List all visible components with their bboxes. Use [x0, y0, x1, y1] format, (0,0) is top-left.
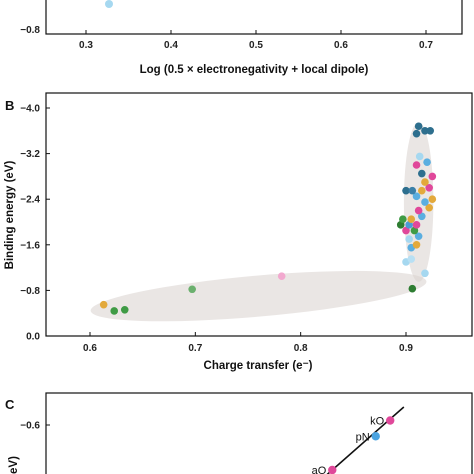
panel-b-xtick-label: 0.6 — [83, 343, 97, 354]
panel-b-ytick-label: −2.4 — [20, 195, 40, 206]
panel-a-xlabel: Log (0.5 × electronegativity + local dip… — [140, 64, 369, 76]
panel-b-point — [414, 122, 423, 131]
panel-b-ytick-label: −0.8 — [20, 286, 40, 297]
panel-c-frame — [45, 392, 473, 474]
panel-c-point-label: pN — [356, 431, 370, 443]
panel-b-point — [412, 129, 421, 138]
panel-b-ytick-label: 0.0 — [26, 332, 40, 343]
panel-b-point — [426, 127, 435, 135]
panel-c-point-label: kO — [370, 416, 385, 428]
panel-a-xtick-label: 0.6 — [334, 40, 348, 51]
panel-b-point — [428, 195, 437, 203]
panel-b-cluster-ellipse — [90, 270, 427, 322]
panel-b: B 0.0 −0.8 −1.6 −2.4 −3.2 −4.0 0.6 0.7 0.8 0.9 C… — [4, 92, 473, 372]
panel-b-xtick-label: 0.8 — [294, 343, 308, 354]
panel-a-xtick-label: 0.3 — [79, 40, 93, 51]
panel-b-point — [418, 169, 426, 178]
panel-a-xtick-label: 0.7 — [419, 40, 433, 51]
panel-b-point — [423, 158, 431, 166]
panel-b-xtick-label: 0.7 — [188, 343, 202, 354]
panel-b-point — [410, 226, 419, 235]
panel-c-point — [371, 432, 380, 441]
panel-c-ylabel: eV) — [8, 456, 20, 474]
panel-a-point — [105, 0, 113, 8]
panel-c-ytick-label: −0.6 — [20, 421, 40, 432]
panel-b-point — [405, 235, 413, 243]
panel-b-ytick-label: −1.6 — [20, 240, 40, 251]
panel-b-point — [412, 192, 421, 201]
panel-b-point — [412, 161, 421, 169]
panel-b-point — [110, 307, 119, 315]
panel-b-point — [414, 232, 423, 241]
panel-b-point — [425, 203, 433, 212]
panel-b-point — [421, 198, 429, 206]
panel-b-point — [418, 186, 426, 195]
panel-b-point — [425, 184, 433, 192]
panel-b-point — [414, 206, 423, 215]
panel-b-point — [412, 241, 421, 249]
panel-b-point — [421, 127, 429, 135]
panel-b-point — [407, 255, 416, 263]
panel-b-point — [408, 284, 417, 293]
panel-a: −0.8 0.3 0.4 0.5 0.6 0.7 Log (0.5 × electron… — [20, 0, 463, 76]
panel-b-frame — [45, 92, 473, 337]
panel-b-point — [396, 221, 405, 229]
panel-a-frame — [45, 0, 463, 35]
panel-b-point — [412, 221, 421, 229]
panel-c-letter: C — [5, 397, 15, 412]
panel-c-point — [328, 465, 337, 474]
panel-b-point — [405, 221, 413, 229]
panel-a-xtick-label: 0.4 — [164, 40, 178, 51]
panel-b-point — [421, 178, 429, 186]
panel-c-point — [386, 416, 395, 425]
panel-b-point — [277, 272, 286, 280]
panel-b-xlabel: Charge transfer (e⁻) — [204, 360, 313, 372]
panel-b-point — [402, 226, 410, 235]
panel-b-point — [399, 215, 407, 223]
panel-b-letter: B — [5, 98, 14, 113]
panel-b-point — [99, 300, 108, 309]
panel-b-xtick-label: 0.9 — [399, 343, 413, 354]
panel-b-point — [428, 172, 437, 181]
panel-b-ylabel: Binding energy (eV) — [4, 161, 16, 270]
panel-a-xtick-label: 0.5 — [249, 40, 263, 51]
panel-b-point — [120, 305, 129, 314]
panel-b-point — [407, 215, 416, 223]
panel-b-point — [421, 269, 429, 278]
panel-b-point — [418, 212, 426, 221]
panel-c-point-label: aO — [312, 465, 327, 474]
panel-b-point — [415, 152, 424, 161]
panel-b-ytick-label: −3.2 — [20, 149, 40, 160]
panel-b-point — [408, 186, 417, 195]
panel-b-point — [188, 285, 196, 294]
panel-b-point — [402, 186, 410, 195]
panel-a-ytick: −0.8 — [20, 25, 40, 36]
panel-b-ytick-label: −4.0 — [20, 104, 40, 115]
